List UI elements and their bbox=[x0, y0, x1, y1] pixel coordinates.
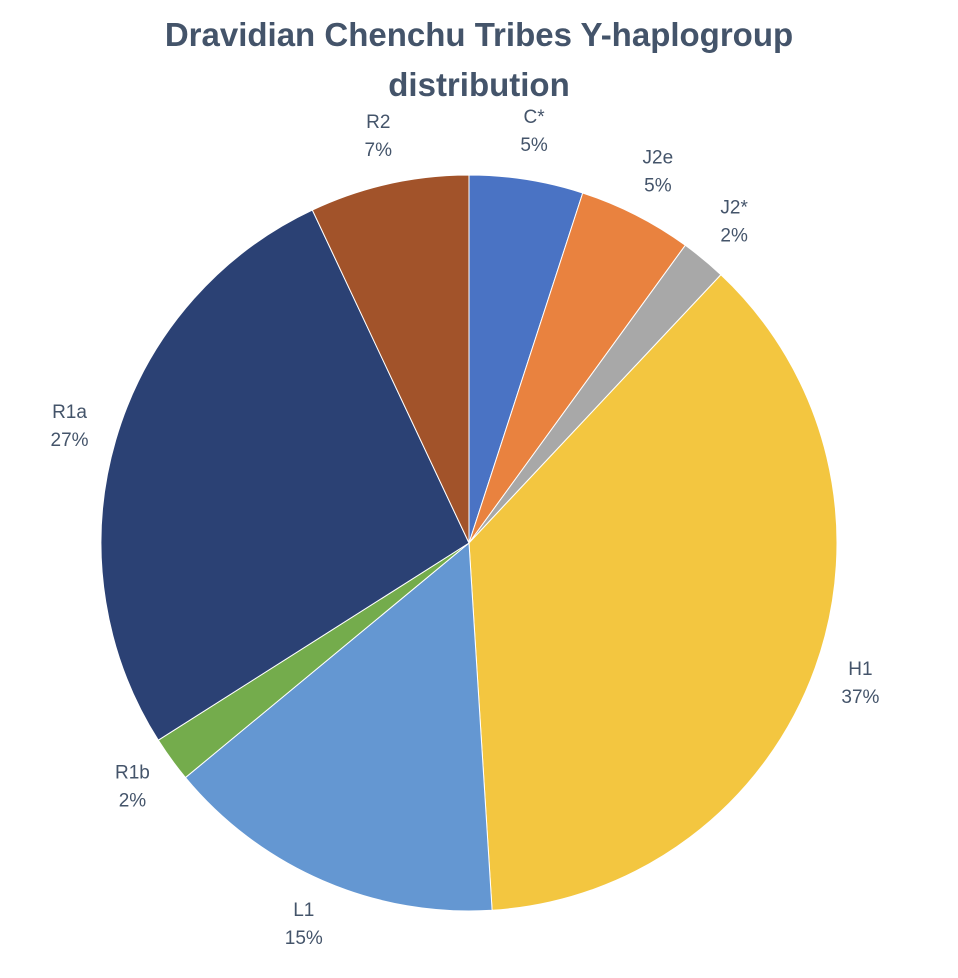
slice-label: J2e bbox=[643, 147, 674, 168]
slice-label: R1b bbox=[115, 763, 150, 784]
pie-slice bbox=[468, 274, 838, 911]
slice-label: J2* bbox=[720, 197, 748, 218]
value-label: 37% bbox=[841, 687, 879, 708]
pie-slice bbox=[311, 174, 470, 544]
slice-label: L1 bbox=[293, 900, 314, 921]
slice-label: H1 bbox=[848, 659, 872, 680]
chart-title: Dravidian Chenchu Tribes Y-haplogroup di… bbox=[164, 16, 794, 103]
pie-slice bbox=[184, 541, 493, 912]
value-label: 27% bbox=[51, 430, 89, 451]
slice-label: R1a bbox=[52, 402, 87, 423]
value-label: 15% bbox=[285, 928, 323, 949]
value-label: 5% bbox=[644, 175, 672, 196]
value-label: 2% bbox=[720, 225, 748, 246]
pie-slice bbox=[100, 209, 470, 741]
value-label: 5% bbox=[520, 135, 548, 156]
value-label: 7% bbox=[365, 140, 393, 161]
value-label: 2% bbox=[119, 791, 147, 812]
slice-label: C* bbox=[524, 107, 546, 128]
slice-label: R2 bbox=[366, 112, 390, 133]
